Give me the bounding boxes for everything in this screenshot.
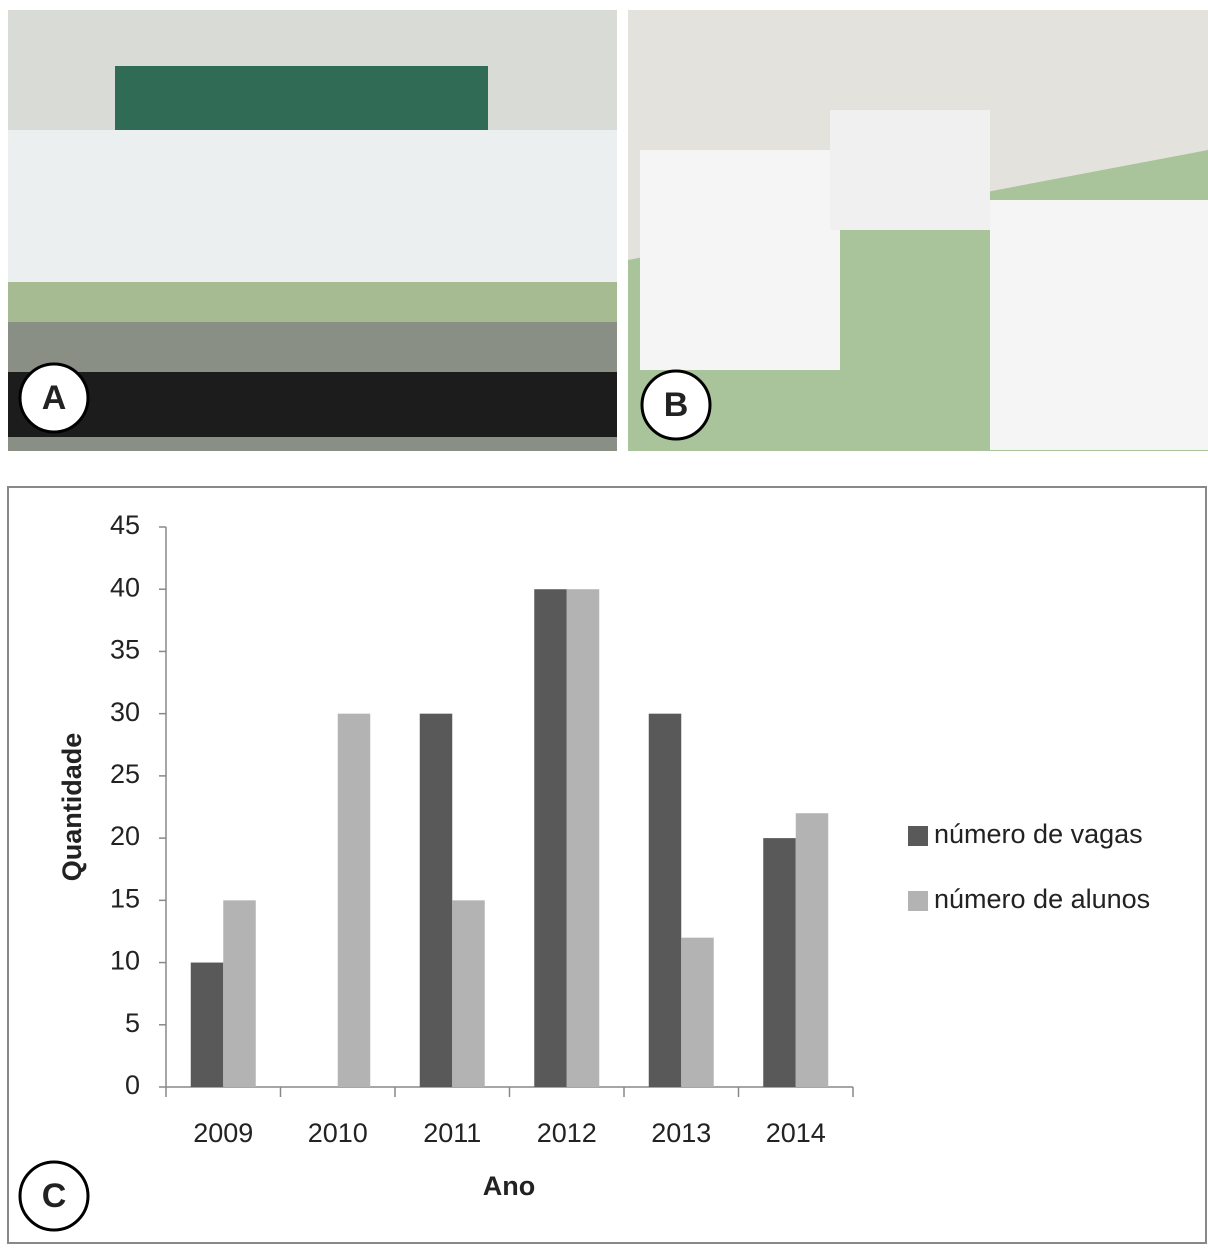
bar — [338, 714, 371, 1087]
y-axis-title: Quantidade — [57, 733, 87, 882]
figure: A B C Ano Quantidade 0 5 10 15 20 25 30 35 40 45 2… — [0, 0, 1208, 1245]
x-tick-label: 2013 — [651, 1118, 711, 1148]
y-tick-label: 25 — [110, 759, 140, 789]
legend-label: número de alunos — [934, 884, 1150, 914]
y-tick-label: 45 — [110, 510, 140, 540]
y-tick-label: 5 — [125, 1008, 140, 1038]
panel-label: A — [42, 379, 67, 417]
y-tick-label: 35 — [110, 635, 140, 665]
y-tick-label: 40 — [110, 572, 140, 602]
legend-swatch — [908, 891, 928, 911]
bar — [681, 938, 714, 1087]
photo-b — [628, 10, 1208, 451]
x-tick-label: 2012 — [537, 1118, 597, 1148]
x-axis-title: Ano — [483, 1171, 535, 1201]
panel-label: B — [664, 386, 689, 424]
panel-label-b: B — [642, 371, 710, 439]
panel-label: C — [42, 1177, 67, 1215]
bar — [763, 838, 796, 1087]
x-tick-label: 2014 — [766, 1118, 826, 1148]
chart-frame — [8, 487, 1206, 1243]
x-tick-label: 2010 — [308, 1118, 368, 1148]
legend-swatch — [908, 826, 928, 846]
y-tick-label: 10 — [110, 946, 140, 976]
bar — [567, 589, 600, 1087]
x-tick-label: 2009 — [193, 1118, 253, 1148]
y-tick-label: 20 — [110, 821, 140, 851]
panel-label-a: A — [20, 364, 88, 432]
y-tick-label: 30 — [110, 697, 140, 727]
photo-a — [8, 10, 617, 451]
panel-label-c: C — [20, 1162, 88, 1230]
legend-label: número de vagas — [934, 819, 1143, 849]
bar — [223, 900, 256, 1087]
bar — [452, 900, 485, 1087]
y-tick-label: 0 — [125, 1070, 140, 1100]
bar — [649, 714, 682, 1087]
x-tick-label: 2011 — [423, 1118, 481, 1148]
bar — [420, 714, 453, 1087]
bar — [534, 589, 567, 1087]
bar — [796, 813, 829, 1087]
bar — [191, 963, 224, 1087]
y-tick-label: 15 — [110, 883, 140, 913]
